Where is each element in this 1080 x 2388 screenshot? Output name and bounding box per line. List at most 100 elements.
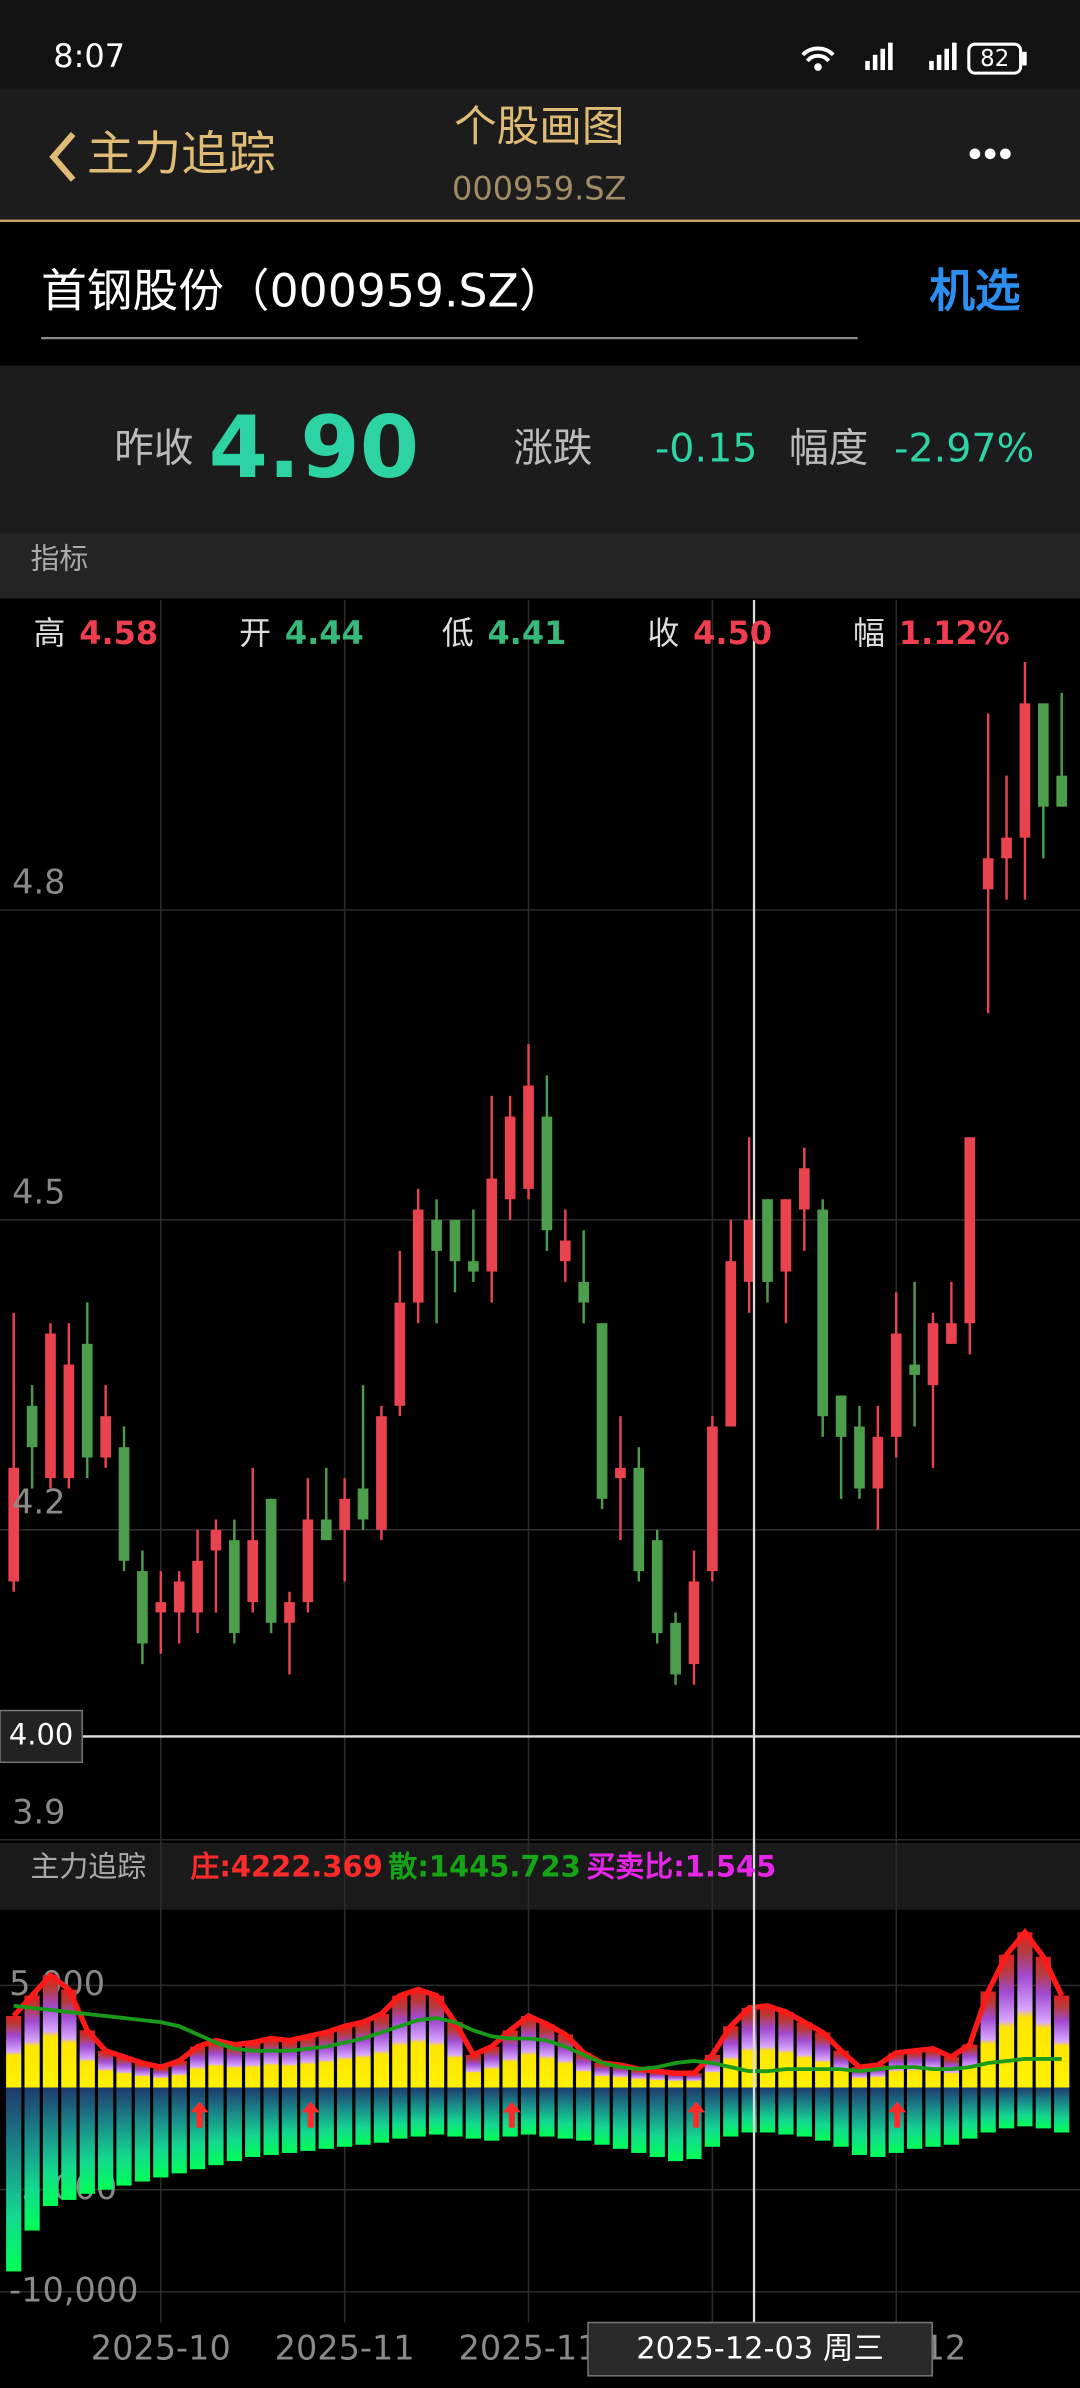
quote-label: 涨跌 <box>513 425 592 471</box>
crosshair-date-box <box>587 2321 934 2377</box>
readout-label: 收 <box>647 614 679 652</box>
candle-body <box>284 1602 295 1623</box>
candle-body <box>26 1405 38 1448</box>
candle-body <box>946 1323 957 1344</box>
zhuang-bar <box>153 2067 169 2088</box>
zhuang-bar <box>778 2011 794 2088</box>
san-bar <box>631 2087 647 2153</box>
y-tick-label: 4.5 <box>12 1173 65 1212</box>
san-bar <box>870 2087 886 2157</box>
candle-body <box>100 1416 111 1458</box>
san-bar <box>943 2087 960 2145</box>
candle-body <box>1056 775 1068 807</box>
candle-body <box>81 1343 93 1458</box>
page-subtitle: 000959.SZ <box>452 169 626 207</box>
y-tick-label: 4.8 <box>12 863 65 902</box>
zhuang-bar <box>337 2026 353 2088</box>
candle-body <box>412 1209 424 1303</box>
zhuang-bar <box>998 1954 1015 2088</box>
candle-body <box>725 1261 737 1427</box>
zhuang-bar <box>355 2022 371 2088</box>
san-bar <box>520 2087 537 2135</box>
zhuang-bar <box>447 2022 463 2088</box>
san-bar <box>576 2087 592 2141</box>
stock-row <box>0 222 1080 366</box>
candle-body <box>302 1519 314 1603</box>
zhuang-bar <box>208 2040 224 2088</box>
zhuang-bar <box>888 2052 904 2088</box>
san-bar <box>778 2087 794 2135</box>
zhuang-bar <box>539 2024 555 2088</box>
readout-value: 4.44 <box>285 614 364 652</box>
zhuang-bar <box>24 1995 40 2088</box>
quote-label: 幅度 <box>789 425 868 471</box>
readout-label: 高 <box>34 614 66 652</box>
zhuang-bar <box>392 1995 408 2088</box>
san-bar <box>171 2087 187 2174</box>
zhuang-bar <box>943 2056 960 2088</box>
san-bar <box>539 2087 555 2137</box>
back-arrow[interactable] <box>49 132 76 182</box>
readout-label: 幅 <box>853 614 885 652</box>
candle-body <box>431 1219 442 1251</box>
san-bar <box>612 2087 629 2149</box>
zhuang-bar <box>667 2073 684 2088</box>
zhuang-bar <box>612 2065 629 2088</box>
zhuang-bar <box>134 2063 151 2088</box>
overlay: 2025-12-03 周三 高 4.58 开 4.44 低 4.41 收 4.50 幅 1.12%… <box>0 600 1080 2377</box>
select-button[interactable]: 机选 <box>929 264 1021 317</box>
zhuang-bar <box>723 2026 739 2088</box>
back-label[interactable]: 主力追踪 <box>87 127 276 182</box>
clock: 8:07 <box>53 37 125 75</box>
candle-body <box>541 1116 553 1231</box>
candle-body <box>210 1529 222 1551</box>
candle-body <box>707 1426 718 1572</box>
san-bar <box>723 2087 739 2137</box>
crosshair-price: 4.00 <box>9 1717 73 1751</box>
x-tick-label: 2025-11 <box>459 2328 599 2367</box>
san-bar <box>907 2087 923 2149</box>
san-bar <box>851 2087 868 2155</box>
candle-body <box>633 1467 645 1572</box>
candle-body <box>1037 703 1049 807</box>
x-tick-label: 2025-11 <box>275 2328 415 2367</box>
san-bar <box>116 2087 132 2186</box>
prev-close: 4.90 <box>209 399 419 498</box>
candle-body <box>578 1281 590 1303</box>
candle-body <box>265 1498 277 1623</box>
candle-body <box>357 1488 369 1520</box>
candle-body <box>118 1447 130 1561</box>
zhuang-bar <box>520 2016 537 2088</box>
zhuang-bar <box>1017 1932 1033 2088</box>
san-bar <box>998 2087 1015 2129</box>
more-menu[interactable] <box>969 148 1011 160</box>
status-bar <box>0 0 1080 89</box>
quote-label: 昨收 <box>114 425 193 471</box>
stock-name[interactable]: 首钢股份（000959.SZ） <box>41 264 564 317</box>
san-bar <box>796 2087 812 2137</box>
crosshair-price-box <box>0 1709 84 1764</box>
san-bar <box>263 2087 279 2155</box>
indicator-line <box>13 2003 1062 2074</box>
status-icons <box>801 42 1027 75</box>
candle-body <box>927 1323 939 1386</box>
candle-body <box>137 1571 148 1644</box>
candle-body <box>743 1219 755 1282</box>
san-bar <box>1054 2087 1070 2133</box>
battery-level: 82 <box>980 46 1009 72</box>
readout-value: 1.12% <box>899 614 1010 652</box>
quote-panel <box>0 365 1080 534</box>
san-bar <box>925 2087 941 2147</box>
san-bar <box>79 2087 95 2194</box>
candle-body <box>854 1426 865 1489</box>
zhuang-bar <box>796 2022 812 2088</box>
candle-body <box>45 1333 56 1479</box>
candle-body <box>8 1467 20 1582</box>
zhuang-bar <box>79 2030 95 2088</box>
indicator-value: 散:1445.723 <box>388 1850 580 1884</box>
marks <box>6 662 1070 2272</box>
candle-body <box>780 1199 792 1272</box>
indicator-value: 买卖比:1.545 <box>586 1850 776 1884</box>
y-tick-label: 3.9 <box>12 1792 65 1831</box>
candle-body <box>762 1199 773 1282</box>
